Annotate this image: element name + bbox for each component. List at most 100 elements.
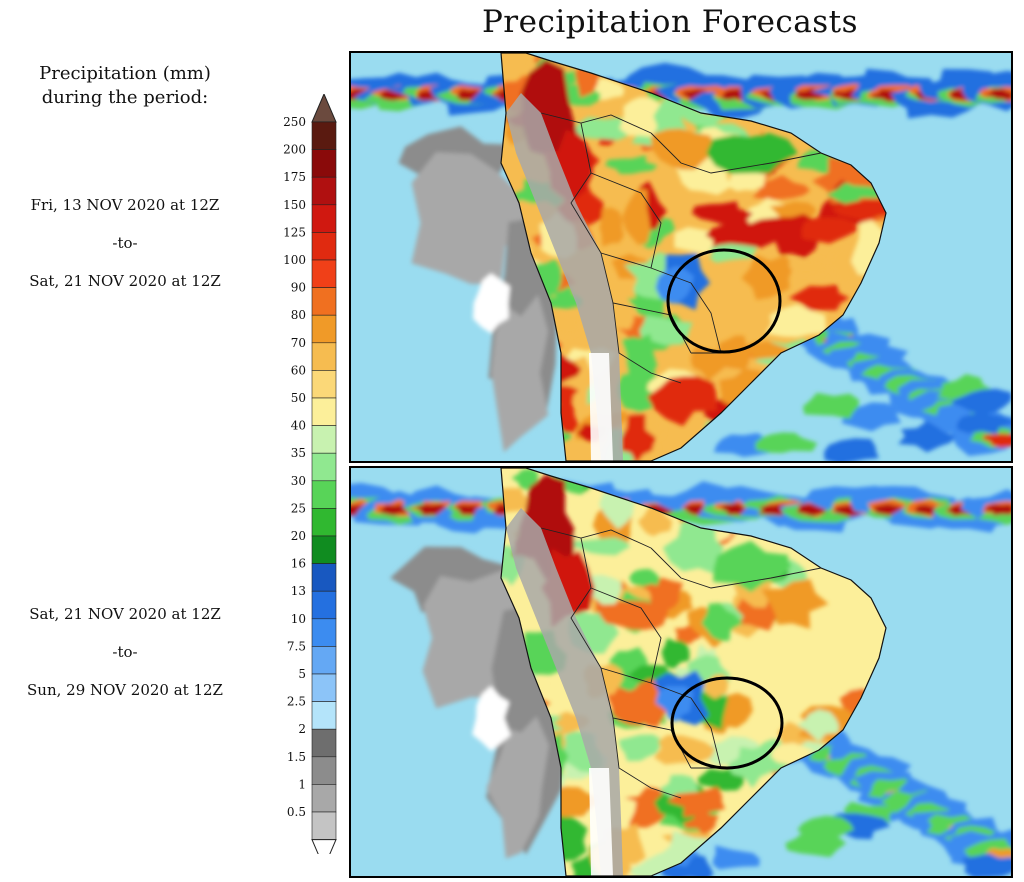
- colorbar-tick-label: 150: [283, 198, 306, 212]
- legend-title-line-1: Precipitation (mm): [39, 63, 211, 84]
- legend-title-line-2: during the period:: [41, 87, 209, 108]
- land-precip-cell: [637, 503, 673, 537]
- land-precip-cell: [691, 347, 727, 381]
- colorbar-swatch: [311, 480, 337, 509]
- land-precip-cell: [765, 304, 827, 338]
- dry-zone: [473, 273, 511, 334]
- land-precip-cell: [621, 786, 672, 828]
- colorbar-bottom-cap: [311, 839, 337, 854]
- period-2-end: Sun, 29 NOV 2020 at 12Z: [27, 681, 223, 699]
- period-2-label: Sat, 21 NOV 2020 at 12Z -to- Sun, 29 NOV…: [10, 595, 240, 709]
- ocean-cell: [755, 432, 818, 453]
- land-precip-cell: [761, 579, 829, 629]
- colorbar-tick-label: 125: [283, 225, 306, 239]
- colorbar-tick-label: 250: [283, 115, 306, 129]
- andes-dry-belt: [589, 768, 613, 876]
- colorbar-swatch: [311, 673, 337, 702]
- country-border: [612, 302, 682, 384]
- land-precip-cell: [511, 468, 539, 491]
- country-border: [540, 112, 652, 134]
- country-border: [590, 587, 662, 684]
- colorbar-swatch: [311, 397, 337, 426]
- ocean-cell: [824, 438, 879, 461]
- colorbar-tick-label: 50: [291, 391, 306, 405]
- land-precip-cell: [622, 189, 651, 245]
- land-precip-cell: [572, 537, 630, 556]
- colorbar-swatch: [311, 590, 337, 620]
- land-precip-cell: [647, 376, 717, 427]
- map-panel-week-1: [349, 51, 1013, 463]
- colorbar-swatch: [311, 314, 337, 344]
- ocean-cell: [841, 402, 902, 432]
- dry-zone: [411, 152, 541, 285]
- color-bar: 250 200 175 150 125 100 90 80 70 60 50 40 35 30 25 20 16…: [272, 94, 342, 854]
- land-precip-cell: [801, 217, 858, 244]
- colorbar-tick-label: 10: [291, 612, 306, 626]
- dry-zone: [491, 294, 549, 453]
- andes-dry-belt: [589, 353, 613, 461]
- country-border: [590, 172, 662, 269]
- ocean-cell: [956, 412, 1011, 435]
- land-precip-cell: [621, 333, 658, 382]
- land-precip-cell: [691, 201, 754, 225]
- colorbar-tick-label: 30: [291, 474, 306, 488]
- itcz-band: [984, 88, 1011, 101]
- colorbar-tick-label: 1: [298, 777, 306, 791]
- period-1-sep: -to-: [112, 234, 138, 252]
- land-precip-cell: [834, 658, 870, 700]
- country-border: [540, 527, 652, 549]
- colorbar-swatch: [311, 508, 337, 537]
- ocean-cell: [962, 853, 1011, 876]
- highlight-circle: [670, 676, 784, 770]
- land-precip-cell: [605, 155, 658, 174]
- sacz-band: [985, 848, 1011, 861]
- colorbar-tick-label: 175: [283, 170, 306, 184]
- amazon-cell: [713, 540, 789, 593]
- country-border: [650, 547, 822, 589]
- coastline: [500, 468, 887, 876]
- dry-zone: [472, 685, 511, 752]
- land-precip-cell: [501, 488, 538, 514]
- colorbar-swatch: [311, 646, 337, 675]
- period-2-start: Sat, 21 NOV 2020 at 12Z: [29, 605, 221, 623]
- colorbar-swatch: [311, 701, 337, 730]
- land-precip-cell: [789, 258, 829, 276]
- colorbar-top-cap: [311, 94, 337, 123]
- colorbar-tick-label: 2: [298, 722, 306, 736]
- colorbar-tick-label: 35: [291, 446, 306, 460]
- land-precip-cell: [727, 745, 773, 789]
- colorbar-swatch: [311, 149, 337, 178]
- legend-title: Precipitation (mm) during the period:: [10, 62, 240, 110]
- itcz-band: [380, 90, 412, 101]
- land-precip-cell: [701, 602, 743, 641]
- colorbar-tick-label: 13: [291, 584, 306, 598]
- coastline: [500, 53, 887, 461]
- colorbar-tick-label: 0.5: [287, 805, 306, 819]
- country-border: [650, 132, 822, 174]
- land-precip-cell: [662, 517, 724, 575]
- ocean-cell: [713, 433, 773, 457]
- colorbar-swatch: [311, 232, 337, 261]
- ocean-cell: [898, 421, 955, 453]
- land-precip-cell: [667, 786, 726, 818]
- land-precip-cell: [599, 207, 624, 247]
- colorbar-tick-label: 5: [298, 667, 306, 681]
- chart-title: Precipitation Forecasts: [481, 4, 859, 40]
- land-precip-cell: [631, 679, 664, 728]
- land-precip-cell: [618, 734, 663, 762]
- ocean-cell: [952, 388, 1011, 415]
- colorbar-swatch: [311, 563, 337, 592]
- country-border: [690, 282, 722, 354]
- colorbar-swatch: [311, 452, 337, 482]
- colorbar-swatch: [311, 535, 337, 564]
- colorbar-tick-label: 25: [291, 501, 306, 515]
- sacz-band: [982, 433, 1011, 448]
- colorbar-swatch: [311, 176, 337, 206]
- land-precip-cell: [575, 116, 637, 141]
- colorbar-tick-label: 90: [291, 281, 306, 295]
- itcz-band: [983, 504, 1011, 516]
- country-border: [612, 717, 682, 799]
- colorbar-swatch: [311, 287, 337, 316]
- land-precip-cell: [797, 709, 839, 742]
- country-border: [570, 537, 602, 669]
